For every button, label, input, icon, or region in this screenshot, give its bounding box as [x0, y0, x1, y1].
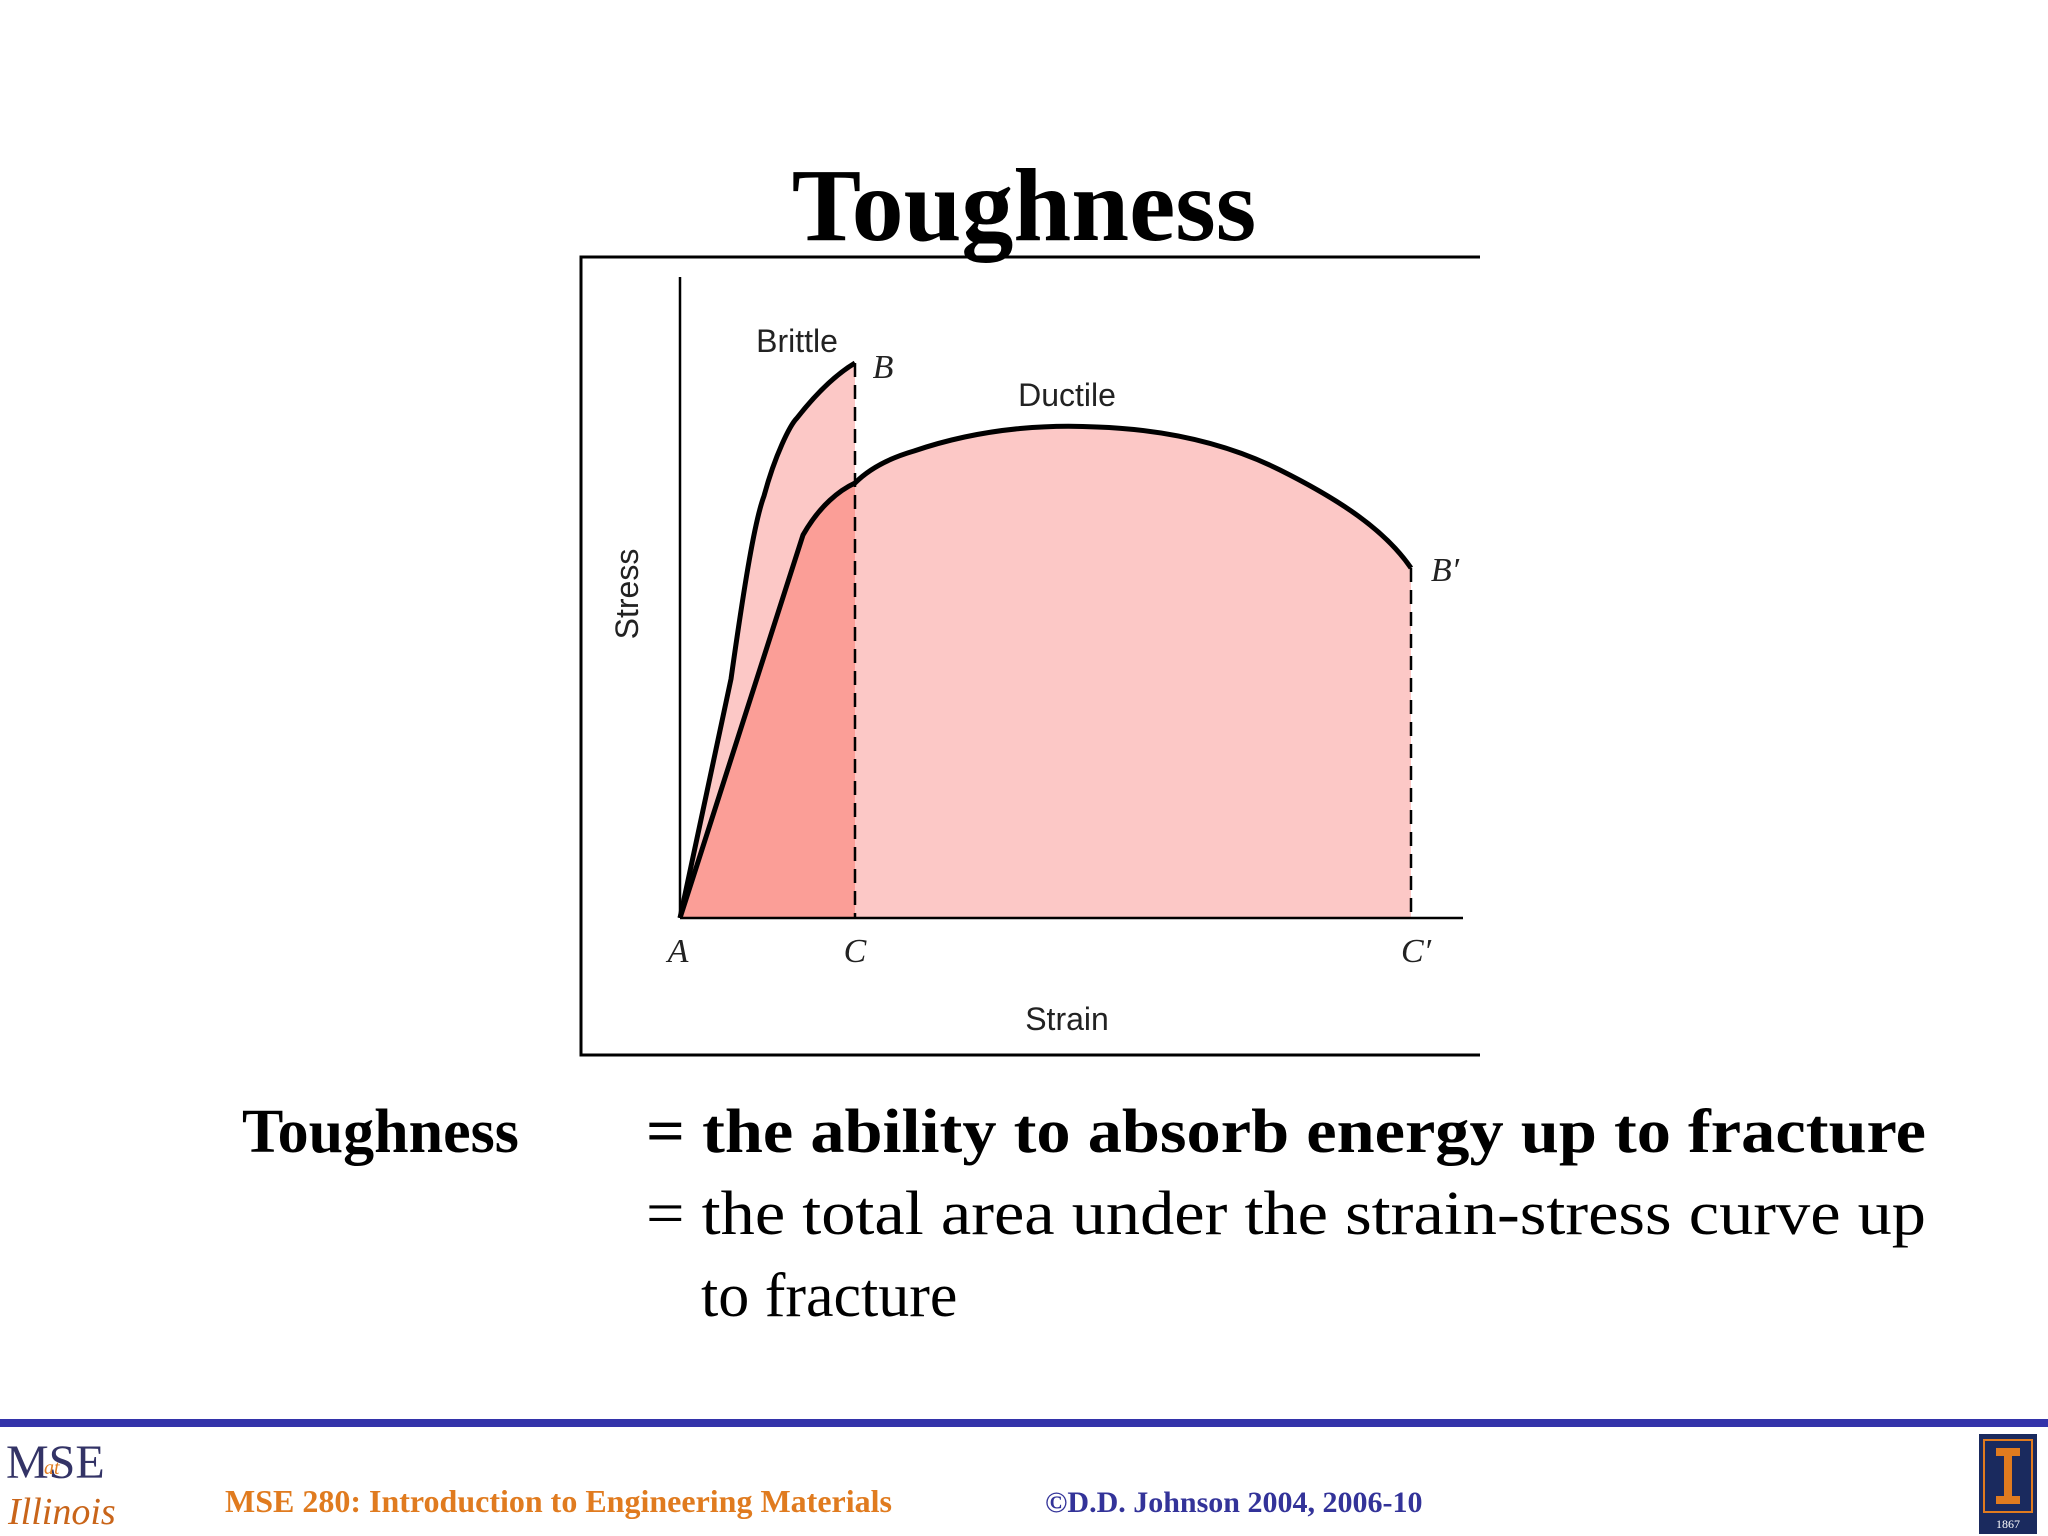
- brittle-curve: [677, 360, 857, 919]
- x-axis-label: Strain: [1025, 1001, 1109, 1037]
- definition-line: = the ability to absorb energy up to fra…: [646, 1098, 1926, 1166]
- point-label: C′: [1401, 933, 1432, 970]
- point-label: C: [844, 933, 867, 970]
- brittle-label: Brittle: [756, 323, 838, 359]
- figure-frame: [579, 255, 1480, 1057]
- footer-rule: [0, 1419, 2048, 1427]
- slide-title: Toughness: [792, 148, 1256, 263]
- seal-year: 1867: [1996, 1517, 2020, 1531]
- point-label: A: [666, 933, 689, 970]
- logo-text: Illinois: [7, 1491, 116, 1533]
- seal-border: [1983, 1439, 2033, 1513]
- point-label: B′: [1431, 552, 1460, 589]
- overlap-area: [680, 483, 855, 918]
- footer-copyright: ©D.D. Johnson 2004, 2006-10: [1045, 1486, 1422, 1519]
- y-axis-label: Stress: [609, 549, 645, 640]
- point-label: B: [873, 349, 894, 386]
- definition-term: Toughness: [242, 1098, 519, 1166]
- ductile-label: Ductile: [1018, 377, 1116, 413]
- ductile-area: [680, 426, 1411, 918]
- seal-icon: [1996, 1448, 2020, 1504]
- logo-text: at: [44, 1457, 60, 1479]
- footer-course: MSE 280: Introduction to Engineering Mat…: [225, 1483, 892, 1519]
- definition-line: to fracture: [701, 1262, 957, 1330]
- logo-text: MSE: [6, 1436, 105, 1489]
- definition-line: = the total area under the strain-stress…: [646, 1180, 1926, 1248]
